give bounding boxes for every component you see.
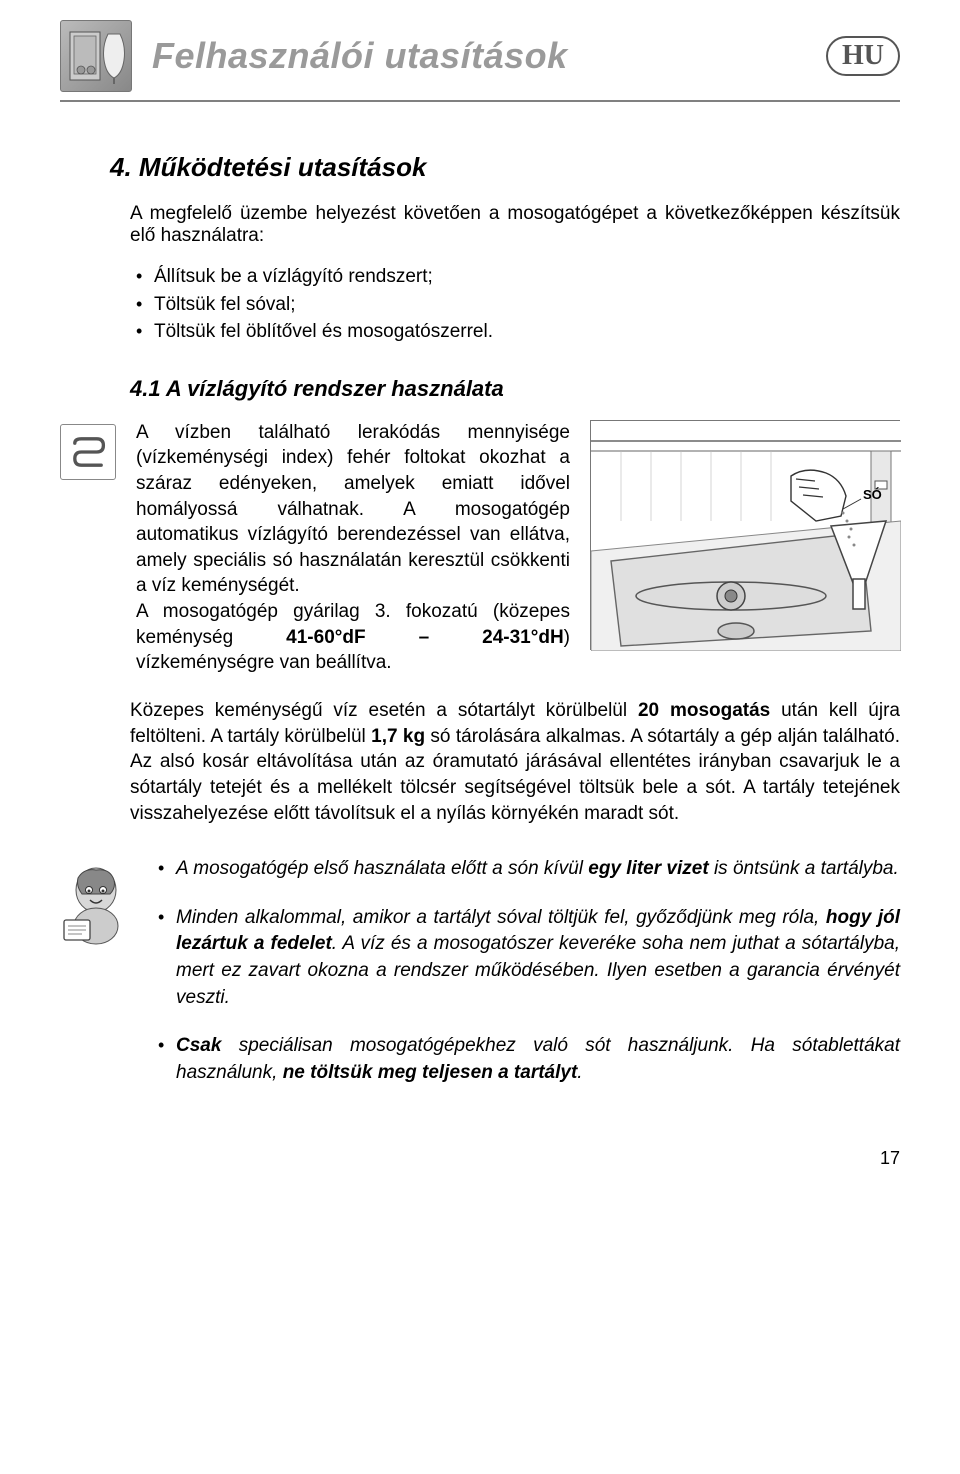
prep-list: Állítsuk be a vízlágyító rendszert; Tölt… <box>130 263 900 346</box>
list-item: Töltsük fel öblítővel és mosogatószerrel… <box>130 318 900 346</box>
dishwasher-icon <box>60 20 132 92</box>
page-title: Felhasználói utasítások <box>152 35 826 77</box>
main-content: 4. Működtetési utasítások A megfelelő üz… <box>60 152 900 1108</box>
diagram-label: SÓ <box>863 487 882 502</box>
tip-block: A mosogatógép első használata előtt a só… <box>60 856 900 1108</box>
section-title: 4. Működtetési utasítások <box>110 152 900 183</box>
page-header: Felhasználói utasítások HU <box>60 20 900 102</box>
tip-list: A mosogatógép első használata előtt a só… <box>152 856 900 1108</box>
list-item: Állítsuk be a vízlágyító rendszert; <box>130 263 900 291</box>
intro-paragraph: A megfelelő üzembe helyezést követően a … <box>130 203 900 247</box>
subsection-title: 4.1 A vízlágyító rendszer használata <box>130 376 900 402</box>
tip-item: Minden alkalommal, amikor a tartályt sóv… <box>152 905 900 1011</box>
page-number: 17 <box>60 1148 900 1169</box>
tip-item: A mosogatógép első használata előtt a só… <box>152 856 900 883</box>
list-item: Töltsük fel sóval; <box>130 291 900 319</box>
tip-item: Csak speciálisan mosogatógépekhez való s… <box>152 1033 900 1086</box>
subsection-text: A vízben található lerakódás mennyisége … <box>136 420 570 676</box>
subsection-row: A vízben található lerakódás mennyisége … <box>60 420 900 676</box>
followup-paragraph: Közepes keménységű víz esetén a sótartál… <box>130 698 900 826</box>
country-badge: HU <box>826 36 900 76</box>
softener-icon <box>60 424 116 480</box>
character-icon <box>60 864 132 946</box>
salt-filling-diagram: SÓ <box>590 420 900 650</box>
